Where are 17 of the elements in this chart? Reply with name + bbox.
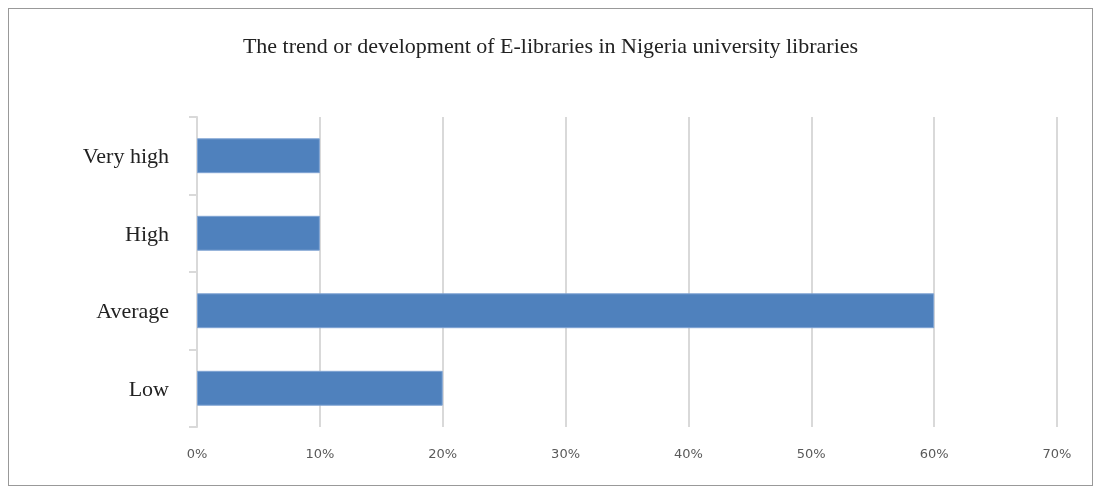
x-tick-label: 70% — [1042, 446, 1072, 461]
y-tick-label: High — [125, 220, 169, 246]
x-tick-label: 50% — [796, 446, 826, 461]
x-tick-label: 0% — [186, 446, 208, 461]
chart-title: The trend or development of E-libraries in Nigeria university libraries — [242, 32, 859, 58]
y-tick-label: Very high — [82, 143, 169, 169]
x-tick-label: 20% — [428, 446, 458, 461]
x-tick-label: 10% — [305, 446, 335, 461]
y-tick-label: Average — [96, 298, 169, 324]
bar — [197, 138, 320, 174]
bar — [197, 370, 443, 406]
x-tick-label: 60% — [919, 446, 949, 461]
x-tick-label: 30% — [551, 446, 581, 461]
y-tick-label: Low — [128, 375, 170, 401]
bar — [197, 215, 320, 251]
x-tick-label: 40% — [673, 446, 703, 461]
bar — [197, 293, 935, 329]
